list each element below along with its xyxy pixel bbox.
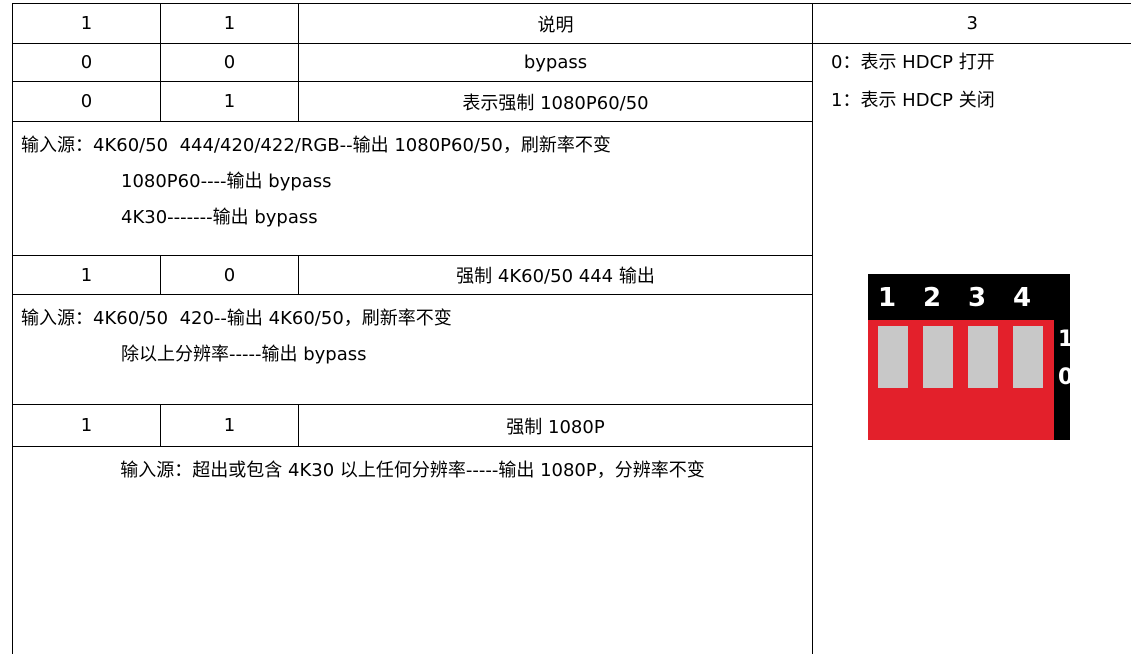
note-line: 1080P60----输出 bypass	[21, 164, 804, 200]
cell: 0	[161, 44, 299, 82]
note-cell: 输入源：4K60/50 444/420/422/RGB--输出 1080P60/…	[13, 122, 813, 256]
switch-number: 1	[878, 283, 896, 313]
hdcp-cell: 0：表示 HDCP 打开 1：表示 HDCP 关闭 1 2 3 4 1 0	[813, 44, 1131, 654]
note-line: 4K30-------输出 bypass	[21, 200, 804, 236]
cell: 0	[161, 256, 299, 295]
document: 1 1 说明 3 0 0 bypass 0：表示 HDCP 打开 1：表示 HD…	[12, 3, 1131, 654]
note-line: 输入源：超出或包含 4K30 以上任何分辨率-----输出 1080P，分辨率不…	[120, 460, 704, 481]
hdcp-note: 1：表示 HDCP 关闭	[813, 82, 1131, 120]
note-line: 输入源：4K60/50 420--输出 4K60/50，刷新率不变	[21, 301, 804, 337]
switch-number: 4	[1013, 283, 1031, 313]
cell: 强制 1080P	[299, 405, 813, 447]
note-line: 输入源：4K60/50 444/420/422/RGB--输出 1080P60/…	[21, 128, 804, 164]
cell: 1	[13, 405, 161, 447]
cell: 强制 4K60/50 444 输出	[299, 256, 813, 295]
cell: 1	[13, 256, 161, 295]
switch-number: 2	[923, 283, 941, 313]
switch-off: 0	[1058, 365, 1070, 390]
table: 1 1 说明 3 0 0 bypass 0：表示 HDCP 打开 1：表示 HD…	[12, 3, 1131, 654]
cell: 1	[161, 82, 299, 122]
header-cell: 说明	[299, 4, 813, 44]
header-cell: 1	[161, 4, 299, 44]
dip-switch: 1 2 3 4 1 0	[868, 274, 1070, 440]
header-cell: 1	[13, 4, 161, 44]
hdcp-note: 0：表示 HDCP 打开	[813, 44, 1131, 82]
header-cell: 3	[813, 4, 1131, 44]
cell: 0	[13, 82, 161, 122]
note-cell: 输入源：4K60/50 420--输出 4K60/50，刷新率不变 除以上分辨率…	[13, 295, 813, 405]
switch-on: 1	[1058, 327, 1070, 352]
cell: 1	[161, 405, 299, 447]
note-line: 除以上分辨率-----输出 bypass	[21, 337, 804, 373]
note-cell: 输入源：超出或包含 4K30 以上任何分辨率-----输出 1080P，分辨率不…	[13, 447, 813, 654]
cell: 0	[13, 44, 161, 82]
switch-number: 3	[968, 283, 986, 313]
cell: bypass	[299, 44, 813, 82]
cell: 表示强制 1080P60/50	[299, 82, 813, 122]
